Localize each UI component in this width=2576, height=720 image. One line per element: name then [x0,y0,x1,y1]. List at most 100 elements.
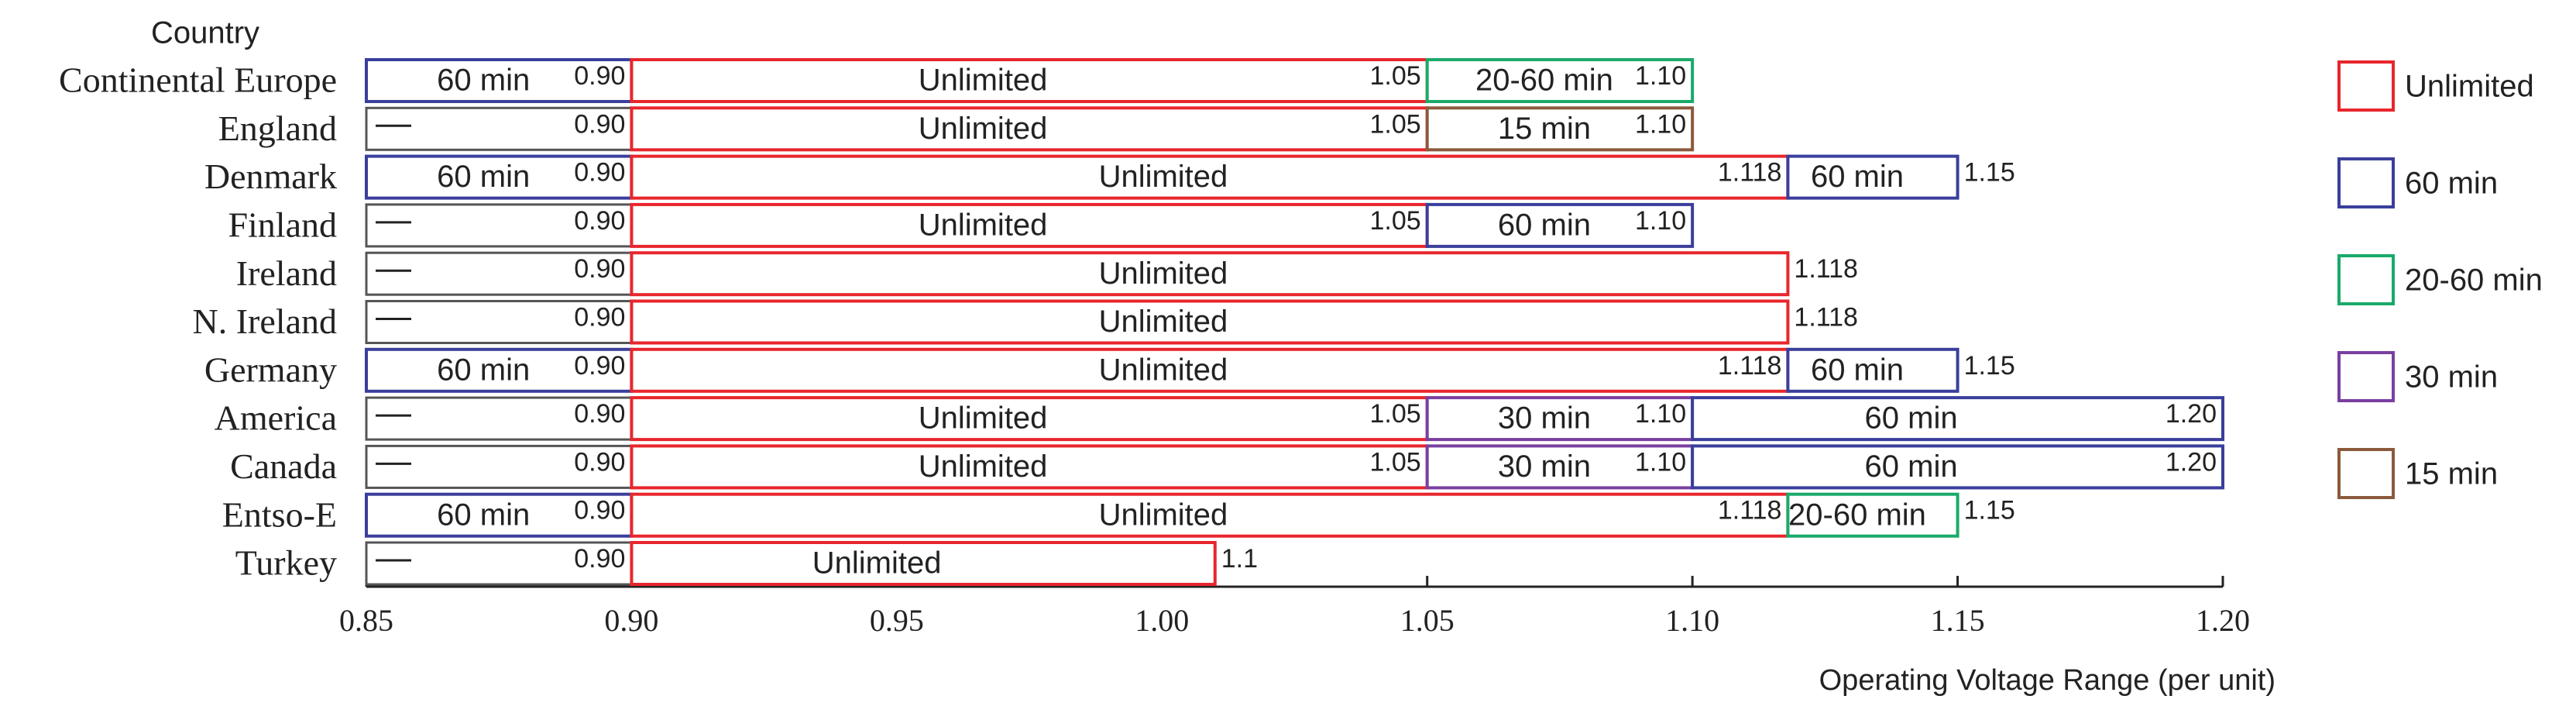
boundary-label: 1.20 [2166,447,2217,477]
category-label: Entso-E [222,494,337,534]
boundary-label: 1.05 [1370,447,1421,477]
boundary-label: 1.118 [1718,351,1782,381]
x-tick-label: 0.95 [870,603,924,638]
range-bar [630,58,1429,103]
bar-label: 60 min [1811,160,1904,194]
boundary-label: 0.90 [574,302,625,332]
bar-label: 60 min [1865,450,1958,484]
boundary-label: 0.90 [574,158,625,188]
bar-label: 30 min [1498,450,1591,484]
legend-swatch [2337,254,2395,305]
legend-label: 30 min [2405,360,2498,394]
bar-label: Unlimited [919,450,1048,484]
boundary-label: 1.118 [1794,254,1858,284]
range-bar [1425,202,1695,248]
boundary-label: 0.90 [574,351,625,381]
legend-label: 20-60 min [2405,264,2543,298]
range-bar [1691,396,2224,442]
range-bar [630,202,1429,248]
bar-label: 60 min [1865,401,1958,436]
range-bar [630,347,1790,393]
bar-label: Unlimited [812,546,942,580]
boundary-label: 1.1 [1221,544,1258,574]
x-axis-label: Operating Voltage Range (per unit) [1819,664,2275,697]
bar-label: Unlimited [919,64,1048,98]
x-tick-label: 1.05 [1400,603,1455,638]
range-bar [365,106,633,151]
bar-label: 60 min [437,353,530,387]
range-bar [1425,106,1695,152]
legend-label: 15 min [2405,457,2498,491]
boundary-label: 1.05 [1370,206,1421,236]
boundary-label: 0.90 [574,399,625,429]
boundary-label: 0.90 [574,109,625,139]
range-bar [1786,492,1959,538]
legend-swatch [2337,60,2395,112]
bar-label: Unlimited [1099,498,1228,532]
boundary-label: 1.118 [1718,158,1782,188]
bar-label: 20-60 min [1788,498,1926,532]
category-label: Continental Europe [59,60,337,100]
boundary-label: 0.90 [574,544,625,574]
bar-label: 15 min [1498,112,1591,146]
range-bar [1786,347,1959,393]
range-bar [365,492,634,538]
range-bar [365,251,633,296]
bar-label: 60 min [437,64,530,98]
bar-label: 30 min [1498,401,1591,436]
category-label: Denmark [204,157,337,196]
range-bar [365,444,633,489]
boundary-label: 1.118 [1718,496,1782,525]
boundary-label: 1.15 [1964,496,2015,525]
boundary-label: 1.15 [1964,351,2015,381]
boundary-label: 1.05 [1370,61,1421,91]
range-bar [1786,154,1959,200]
category-label: Ireland [236,253,337,293]
legend-swatch [2337,351,2395,402]
range-bar [365,203,633,248]
category-label: Finland [228,205,337,244]
boundary-label: 0.90 [574,496,625,525]
range-bar [1691,444,2224,490]
category-label: Germany [204,350,337,389]
range-bar [365,396,633,441]
legend-label: Unlimited [2405,70,2534,104]
x-tick-label: 0.85 [339,603,393,638]
bar-label: 20-60 min [1475,64,1613,98]
category-label: Turkey [235,543,337,583]
x-tick-label: 0.90 [604,603,658,638]
boundary-label: 1.10 [1635,399,1686,429]
boundary-label: 1.118 [1794,302,1858,332]
category-label: N. Ireland [193,301,337,341]
range-bar [365,347,634,393]
range-bar [630,396,1429,442]
range-bar [365,154,634,200]
y-axis-label: Country [151,16,259,50]
range-bar [365,300,633,344]
bar-label: Unlimited [1099,257,1228,291]
boundary-label: 1.05 [1370,109,1421,139]
bar-label: Unlimited [919,208,1048,242]
boundary-label: 0.90 [574,61,625,91]
x-tick-label: 1.10 [1665,603,1719,638]
range-bar [630,492,1790,538]
category-label: America [215,398,337,438]
range-bar [630,541,1217,586]
boundary-label: 0.90 [574,447,625,477]
bar-label: Unlimited [919,401,1048,436]
legend-swatch [2337,448,2395,499]
boundary-label: 1.05 [1370,399,1421,429]
bar-label: 60 min [437,498,530,532]
legend-swatch [2337,157,2395,208]
boundary-label: 1.20 [2166,399,2217,429]
bar-label: Unlimited [1099,305,1228,339]
boundary-label: 1.15 [1964,158,2015,188]
range-bar [1425,58,1695,103]
bar-label: 60 min [1498,208,1591,242]
range-bar [630,299,1790,345]
bar-label: Unlimited [919,112,1048,146]
x-tick-label: 1.00 [1135,603,1189,638]
range-bar [630,251,1790,297]
x-tick-label: 1.15 [1931,603,1985,638]
